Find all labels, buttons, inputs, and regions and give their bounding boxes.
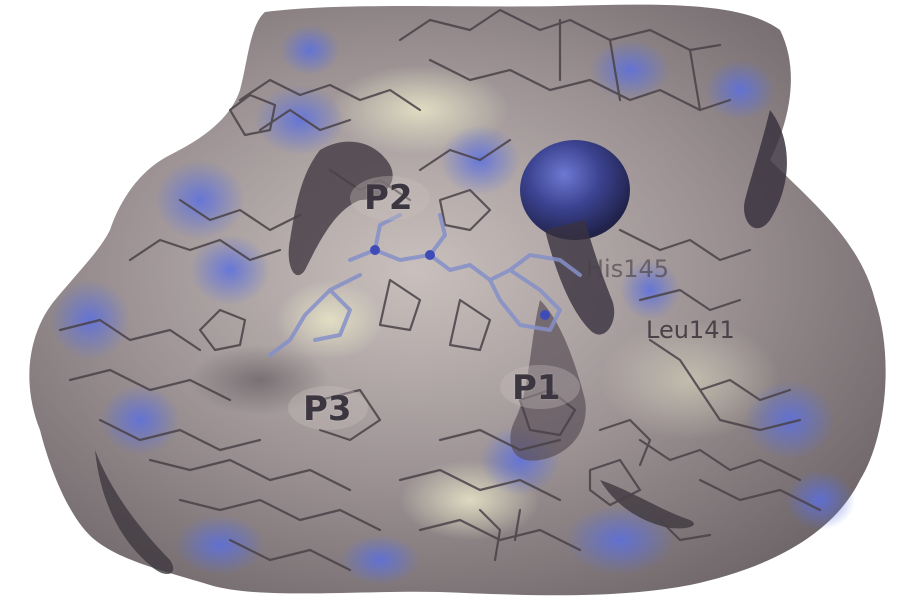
pocket-label-p1: P1 xyxy=(512,368,561,408)
pocket-cavity-p1 xyxy=(510,300,586,461)
pocket-cavity-bottom-left xyxy=(95,450,174,575)
surface-blue-patch xyxy=(190,235,270,305)
surface-blue-patch xyxy=(50,280,130,360)
residue-label-leu141: Leu141 xyxy=(646,316,735,344)
surface-blue-patch xyxy=(620,260,680,320)
surface-blue-patch xyxy=(340,535,420,585)
protein-stick-model xyxy=(58,8,822,572)
pocket-cavity-p2 xyxy=(288,141,393,276)
pocket-cavity-bottom-right xyxy=(600,480,694,529)
label-halo xyxy=(500,365,580,409)
surface-light-patch xyxy=(600,320,780,440)
surface-blue-patch xyxy=(705,60,775,120)
surface-light-patch xyxy=(275,280,385,360)
surface-blue-patch xyxy=(565,505,675,575)
ligand-nitrogen-atoms xyxy=(370,245,550,320)
molecular-surface xyxy=(29,4,886,596)
pocket-label-p2: P2 xyxy=(364,178,413,218)
surface-blue-patch xyxy=(785,470,855,530)
residue-label-his145: His145 xyxy=(586,255,670,283)
surface-blue-patch xyxy=(590,40,670,100)
surface-blue-patch xyxy=(175,515,265,575)
ligand-stick-model xyxy=(268,213,582,357)
surface-blue-patch xyxy=(745,380,835,460)
histidine-sphere xyxy=(520,140,630,240)
label-halo xyxy=(288,386,368,430)
pocket-cavity-right xyxy=(744,110,787,229)
surface-blue-patch xyxy=(155,160,245,240)
pocket-label-p3: P3 xyxy=(303,389,352,429)
surface-blue-patch xyxy=(255,85,345,155)
surface-blue-patch xyxy=(280,25,340,75)
label-halo xyxy=(350,176,430,220)
sphere-shadow-ridge xyxy=(545,220,615,335)
surface-blue-patch xyxy=(100,385,180,455)
